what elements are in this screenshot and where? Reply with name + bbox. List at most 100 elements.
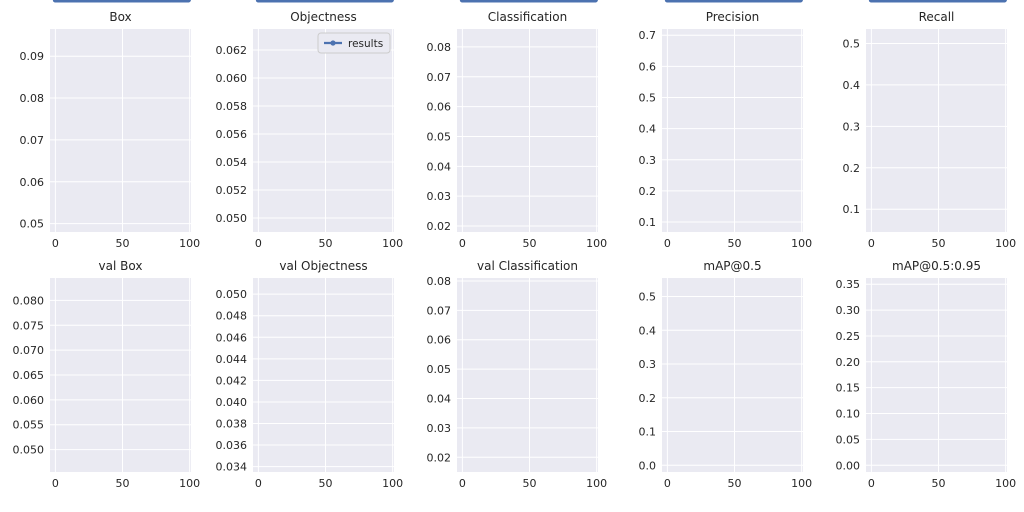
x-tick-label: 0: [664, 477, 671, 490]
x-tick-label: 50: [728, 477, 742, 490]
y-tick-label: 0.056: [216, 128, 248, 141]
x-tick-label: 50: [523, 237, 537, 250]
y-tick-label: 0.03: [427, 422, 452, 435]
x-tick-label: 0: [664, 237, 671, 250]
y-tick-label: 0.06: [427, 334, 452, 347]
y-tick-label: 0.00: [836, 459, 861, 472]
x-tick-label: 0: [255, 477, 262, 490]
y-tick-label: 0.0: [639, 459, 657, 472]
y-tick-label: 0.04: [427, 160, 452, 173]
y-tick-label: 0.040: [216, 396, 248, 409]
y-tick-label: 0.1: [843, 203, 861, 216]
y-tick-label: 0.07: [427, 304, 452, 317]
y-tick-label: 0.10: [836, 408, 861, 421]
x-tick-label: 0: [868, 477, 875, 490]
x-tick-label: 50: [932, 237, 946, 250]
subplot-3: Classification 0 50 100 0.02 0.03 0.04 0.05 0.06…: [427, 0, 607, 250]
axes-background: [457, 278, 598, 472]
x-tick-label: 0: [459, 237, 466, 250]
y-tick-label: 0.055: [13, 419, 45, 432]
y-tick-label: 0.5: [639, 291, 657, 304]
subplot-title: Recall: [919, 10, 955, 24]
y-tick-label: 0.060: [216, 72, 248, 85]
axes-background: [662, 278, 803, 472]
legend-frame: [317, 32, 391, 54]
y-tick-label: 0.038: [216, 418, 248, 431]
subplot-title: mAP@0.5: [703, 259, 761, 273]
y-tick-label: 0.6: [639, 60, 657, 73]
y-tick-label: 0.050: [216, 212, 248, 225]
y-tick-label: 0.050: [13, 444, 45, 457]
x-tick-label: 100: [586, 477, 607, 490]
y-tick-label: 0.075: [13, 319, 45, 332]
y-tick-label: 0.06: [427, 101, 452, 114]
x-tick-label: 100: [791, 477, 812, 490]
y-tick-label: 0.07: [427, 71, 452, 84]
x-tick-label: 0: [52, 477, 59, 490]
subplot-5: Recall 0 50 100 0.1 0.2 0.3 0.4 0.5: [843, 0, 1016, 250]
x-tick-label: 100: [382, 477, 403, 490]
y-tick-label: 0.048: [216, 310, 248, 323]
y-tick-label: 0.046: [216, 331, 248, 344]
x-tick-label: 0: [255, 237, 262, 250]
y-tick-label: 0.08: [20, 92, 45, 105]
subplot-9: mAP@0.5 0 50 100 0.0 0.1 0.2 0.3 0.4 0.5: [639, 0, 812, 490]
y-tick-label: 0.5: [639, 91, 657, 104]
subplot-title: val Classification: [477, 259, 578, 273]
axes-background: [253, 29, 394, 232]
y-tick-label: 0.25: [836, 330, 861, 343]
x-tick-label: 0: [52, 237, 59, 250]
data-point: [797, 0, 803, 3]
x-tick-label: 100: [995, 237, 1016, 250]
y-tick-label: 0.7: [639, 29, 657, 42]
subplot-title: Box: [109, 10, 131, 24]
subplot-title: Classification: [488, 10, 567, 24]
y-tick-label: 0.4: [639, 123, 657, 136]
x-tick-label: 0: [868, 237, 875, 250]
y-tick-label: 0.1: [639, 426, 657, 439]
y-tick-label: 0.5: [843, 38, 861, 51]
axes-background: [866, 278, 1007, 472]
y-tick-label: 0.30: [836, 304, 861, 317]
y-tick-label: 0.09: [20, 50, 45, 63]
x-tick-label: 100: [179, 477, 200, 490]
y-tick-label: 0.060: [13, 394, 45, 407]
subplot-10: mAP@0.5:0.950 50 1000.000.050.100.150.200.…: [836, 0, 1016, 490]
y-tick-label: 0.4: [639, 324, 657, 337]
subplot-4: Precision 0 50 100 0.1 0.2 0.3 0.4 0.5 0.6 0.7: [639, 0, 812, 250]
subplot-1: Box 0 50 100 0.05 0.06 0.07 0.08 0.09: [20, 0, 200, 250]
y-tick-label: 0.054: [216, 156, 248, 169]
y-tick-label: 0.034: [216, 461, 248, 474]
subplot-title: val Objectness: [279, 259, 367, 273]
y-tick-label: 0.02: [427, 451, 452, 464]
x-tick-label: 50: [932, 477, 946, 490]
y-tick-label: 0.05: [427, 130, 452, 143]
x-tick-label: 0: [459, 477, 466, 490]
y-tick-label: 0.070: [13, 344, 45, 357]
y-tick-label: 0.2: [639, 392, 657, 405]
y-tick-label: 0.07: [20, 134, 45, 147]
x-tick-label: 50: [523, 477, 537, 490]
y-tick-label: 0.4: [843, 79, 861, 92]
y-tick-label: 0.062: [216, 44, 248, 57]
x-tick-label: 100: [586, 237, 607, 250]
y-tick-label: 0.15: [836, 382, 861, 395]
subplot-8: val Classification 0 50 100 0.02 0.03 0.04 0.05…: [427, 0, 607, 490]
legend-marker-swatch: [330, 40, 336, 46]
y-tick-label: 0.05: [427, 363, 452, 376]
axes-background: [253, 278, 394, 472]
y-tick-label: 0.06: [20, 176, 45, 189]
x-tick-label: 50: [116, 237, 130, 250]
subplot-2: Objectness 0 50 100 0.050 0.052 0.054 0.056 0.05…: [216, 0, 403, 250]
data-point: [388, 0, 394, 3]
data-point: [1001, 0, 1007, 3]
y-tick-label: 0.3: [639, 358, 657, 371]
subplot-7: val Objectness 0 50 100 0.034 0.036 0.038 0.040…: [216, 0, 403, 490]
y-tick-label: 0.2: [639, 185, 657, 198]
y-tick-label: 0.052: [216, 184, 248, 197]
axes-background: [662, 29, 803, 232]
y-tick-label: 0.20: [836, 356, 861, 369]
y-tick-label: 0.03: [427, 190, 452, 203]
